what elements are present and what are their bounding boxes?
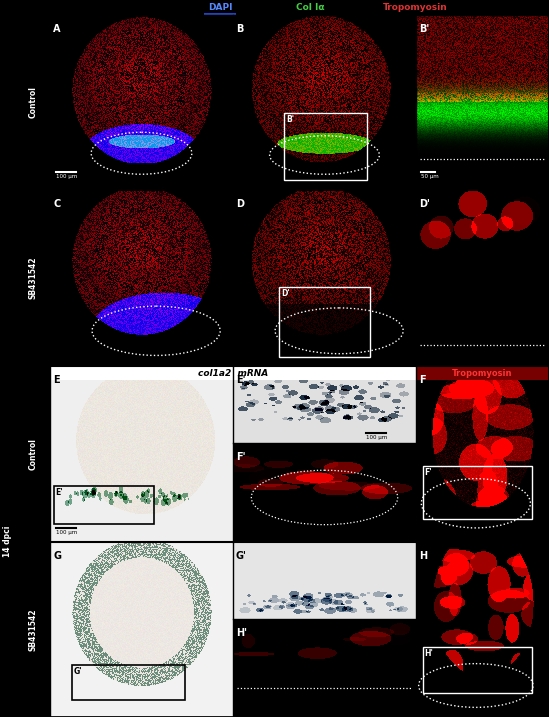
Text: SB431542: SB431542: [29, 257, 37, 299]
Bar: [423, 647, 532, 693]
Text: Tropomyosin: Tropomyosin: [383, 3, 447, 12]
Bar: [72, 665, 186, 700]
Text: G': G': [74, 667, 82, 675]
Text: 100 μm: 100 μm: [56, 174, 77, 179]
Text: Col Iα: Col Iα: [296, 3, 324, 12]
Bar: [50, 366, 416, 380]
Text: F': F': [424, 468, 432, 478]
Text: B': B': [419, 24, 429, 34]
Text: 50 μm: 50 μm: [421, 174, 439, 179]
Bar: [279, 287, 370, 357]
Text: H: H: [419, 551, 427, 561]
Text: SB431542: SB431542: [29, 608, 37, 651]
Text: 100 μm: 100 μm: [366, 435, 387, 440]
Text: E: E: [53, 375, 60, 385]
Text: H': H': [424, 649, 434, 658]
Text: D': D': [281, 289, 289, 298]
Text: D: D: [236, 199, 244, 209]
Text: A: A: [53, 24, 60, 34]
Text: F': F': [236, 452, 245, 462]
Text: G': G': [236, 551, 247, 561]
Text: E': E': [55, 488, 63, 497]
Bar: [416, 366, 549, 380]
Text: E': E': [236, 375, 245, 385]
Text: D': D': [419, 199, 430, 209]
Text: H': H': [236, 628, 247, 638]
Text: DAPI: DAPI: [208, 3, 232, 12]
Bar: [16, 0, 50, 717]
Text: 14 dpci: 14 dpci: [3, 526, 13, 557]
Text: B: B: [236, 24, 243, 34]
Text: B': B': [286, 115, 294, 124]
Text: col1a2  mRNA: col1a2 mRNA: [198, 369, 268, 377]
Text: 100 μm: 100 μm: [56, 530, 77, 535]
Bar: [0, 0, 16, 717]
Text: Control: Control: [29, 87, 37, 118]
Text: F: F: [419, 375, 425, 385]
Bar: [284, 113, 367, 179]
Text: G: G: [53, 551, 61, 561]
Bar: [423, 466, 532, 519]
Text: Tropomyosin: Tropomyosin: [452, 369, 513, 377]
Text: Control: Control: [29, 438, 37, 470]
Text: C: C: [53, 199, 60, 209]
Bar: [16, 0, 549, 15]
Bar: [54, 485, 154, 524]
